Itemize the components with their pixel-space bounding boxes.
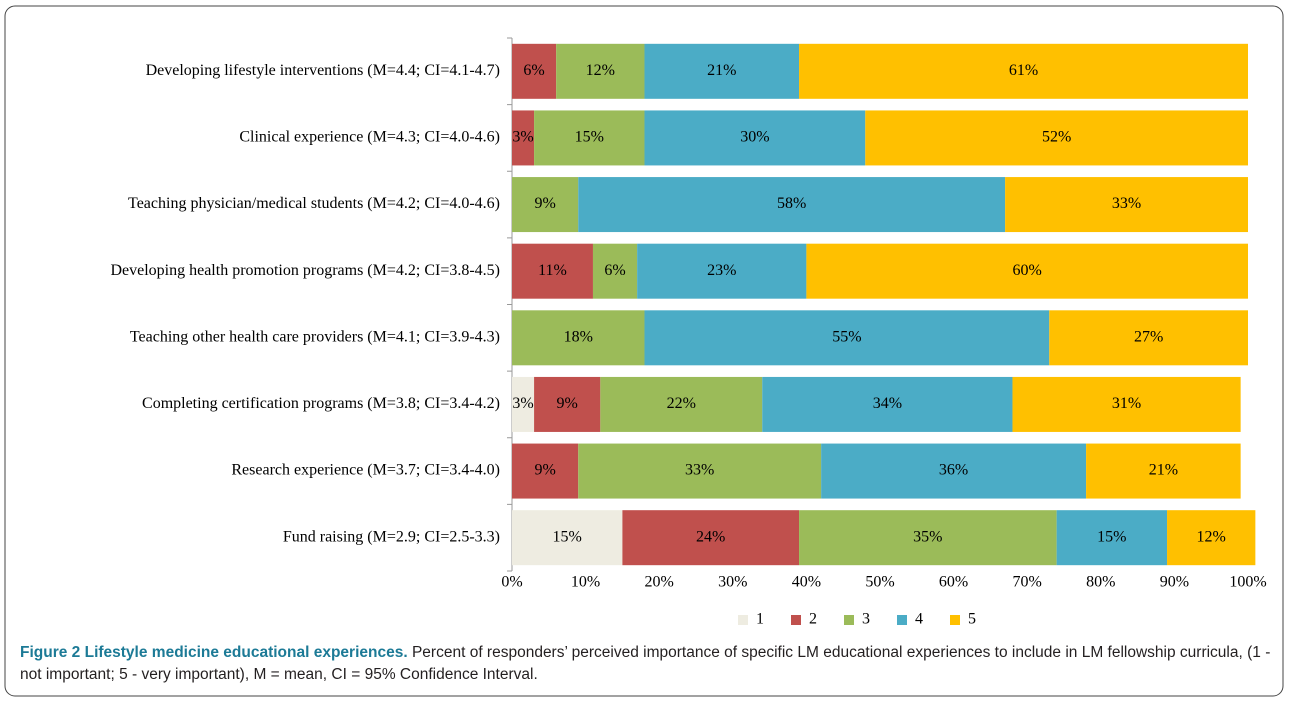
value-label: 18% — [564, 328, 593, 345]
value-label: 15% — [1097, 528, 1126, 545]
legend-label: 2 — [809, 611, 817, 628]
legend-label: 4 — [915, 611, 923, 628]
category-label: Completing certification programs (M=3.8… — [142, 395, 500, 412]
bar-segment — [622, 510, 800, 566]
value-label: 61% — [1009, 62, 1038, 79]
value-label: 15% — [575, 129, 604, 146]
caption: Figure 2 Lifestyle medicine educational … — [20, 642, 1275, 686]
bar-segment — [806, 243, 1248, 299]
frame — [4, 5, 1284, 697]
x-tick-label: 90% — [1160, 574, 1189, 591]
bar-segment — [1167, 510, 1256, 566]
category-label: Teaching other health care providers (M=… — [130, 328, 500, 345]
value-label: 60% — [1013, 262, 1042, 279]
value-label: 9% — [534, 462, 555, 479]
value-label: 23% — [707, 262, 736, 279]
category-label: Clinical experience (M=4.3; CI=4.0-4.6) — [239, 129, 500, 146]
category-label: Developing health promotion programs (M=… — [110, 262, 500, 279]
value-label: 3% — [512, 129, 533, 146]
legend-swatch — [950, 615, 960, 625]
legend-label: 1 — [756, 611, 764, 628]
bar-segment — [799, 510, 1057, 566]
value-label: 24% — [696, 528, 725, 545]
category-label: Developing lifestyle interventions (M=4.… — [146, 62, 500, 79]
value-label: 6% — [604, 262, 625, 279]
bar-segment — [637, 243, 807, 299]
x-tick-label: 20% — [645, 574, 674, 591]
x-tick-label: 70% — [1013, 574, 1042, 591]
legend-swatch — [844, 615, 854, 625]
bar-segment — [1005, 177, 1248, 233]
bar-segment — [762, 376, 1013, 432]
value-label: 27% — [1134, 328, 1163, 345]
bar-segment — [556, 43, 645, 99]
bar-segment — [644, 43, 800, 99]
bar-segment — [534, 110, 645, 166]
value-label: 22% — [667, 395, 696, 412]
x-tick-label: 60% — [939, 574, 968, 591]
bar-segment — [512, 110, 535, 166]
legend-swatch — [791, 615, 801, 625]
x-tick-label: 100% — [1229, 574, 1266, 591]
legend-swatch — [738, 615, 748, 625]
x-tick-label: 10% — [571, 574, 600, 591]
value-label: 30% — [740, 129, 769, 146]
legend-label: 5 — [968, 611, 976, 628]
value-label: 36% — [939, 462, 968, 479]
bar-segment — [512, 243, 593, 299]
bar-segment — [865, 110, 1248, 166]
x-tick-label: 80% — [1086, 574, 1115, 591]
bar-segment — [799, 43, 1248, 99]
legend-swatch — [897, 615, 907, 625]
category-label: Research experience (M=3.7; CI=3.4-4.0) — [231, 462, 500, 479]
value-label: 33% — [1112, 195, 1141, 212]
value-label: 55% — [832, 328, 861, 345]
bar-segment — [644, 310, 1050, 366]
bar-segment — [578, 177, 1006, 233]
value-label: 9% — [557, 395, 578, 412]
bar-segment — [578, 443, 822, 499]
value-label: 35% — [913, 528, 942, 545]
bar-segment — [592, 243, 638, 299]
bar-segment — [512, 310, 645, 366]
bar-segment — [534, 376, 601, 432]
bar-segment — [1012, 376, 1241, 432]
bar-segment — [600, 376, 763, 432]
value-label: 12% — [1197, 528, 1226, 545]
legend-label: 3 — [862, 611, 870, 628]
value-label: 9% — [534, 195, 555, 212]
value-label: 12% — [586, 62, 615, 79]
value-label: 52% — [1042, 129, 1071, 146]
value-label: 3% — [512, 395, 533, 412]
bar-segment — [1049, 310, 1248, 366]
value-label: 34% — [873, 395, 902, 412]
category-label: Teaching physician/medical students (M=4… — [128, 195, 500, 212]
value-label: 6% — [523, 62, 544, 79]
bar-segment — [821, 443, 1087, 499]
caption-title: Figure 2 Lifestyle medicine educational … — [20, 644, 408, 661]
x-tick-label: 50% — [865, 574, 894, 591]
bar-segment — [512, 443, 579, 499]
bar-segment — [512, 177, 579, 233]
caption-text: Percent of responders’ perceived importa… — [20, 644, 1271, 683]
bar-segment — [644, 110, 866, 166]
value-label: 21% — [1149, 462, 1178, 479]
value-label: 33% — [685, 462, 714, 479]
x-tick-label: 40% — [792, 574, 821, 591]
value-label: 15% — [553, 528, 582, 545]
x-tick-label: 30% — [718, 574, 747, 591]
value-label: 31% — [1112, 395, 1141, 412]
bar-segment — [512, 376, 535, 432]
bar-segment — [1086, 443, 1241, 499]
bar-segment — [1056, 510, 1168, 566]
x-tick-label: 0% — [501, 574, 522, 591]
category-label: Fund raising (M=2.9; CI=2.5-3.3) — [283, 528, 500, 545]
bar-segment — [512, 43, 557, 99]
value-label: 58% — [777, 195, 806, 212]
value-label: 21% — [707, 62, 736, 79]
bar-segment — [512, 510, 623, 566]
value-label: 11% — [538, 262, 567, 279]
